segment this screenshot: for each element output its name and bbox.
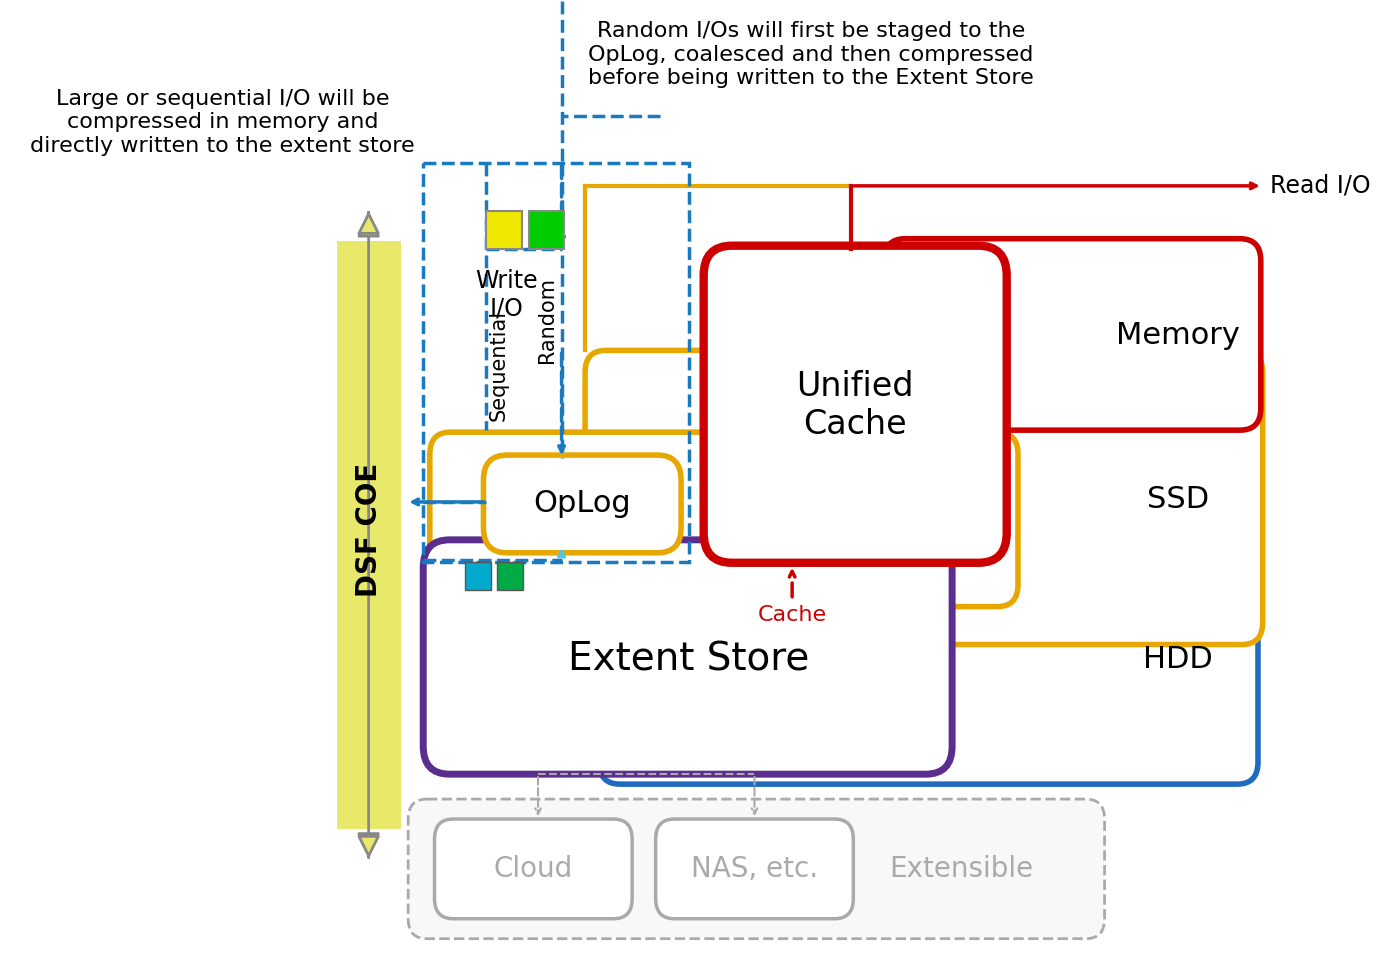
- FancyBboxPatch shape: [656, 819, 853, 919]
- Text: OpLog: OpLog: [533, 490, 631, 519]
- Text: HDD: HDD: [1143, 645, 1213, 674]
- FancyBboxPatch shape: [424, 540, 951, 774]
- Bar: [497, 561, 524, 590]
- Text: DSF COE: DSF COE: [354, 463, 382, 597]
- Text: Memory: Memory: [1115, 321, 1240, 349]
- Text: Cache: Cache: [757, 605, 826, 624]
- FancyBboxPatch shape: [585, 350, 1263, 645]
- FancyBboxPatch shape: [885, 239, 1261, 430]
- FancyBboxPatch shape: [599, 525, 1258, 784]
- FancyBboxPatch shape: [704, 246, 1007, 562]
- Text: Random I/Os will first be staged to the
OpLog, coalesced and then compressed
bef: Random I/Os will first be staged to the …: [588, 21, 1033, 88]
- FancyBboxPatch shape: [408, 800, 1104, 939]
- Bar: [486, 211, 522, 249]
- FancyBboxPatch shape: [435, 819, 632, 919]
- Bar: [529, 211, 564, 249]
- Text: Extent Store: Extent Store: [568, 641, 810, 679]
- Text: Sequential: Sequential: [489, 310, 508, 421]
- Text: Random: Random: [538, 278, 557, 363]
- Text: Unified
Cache: Unified Cache: [796, 370, 914, 440]
- FancyBboxPatch shape: [483, 455, 681, 553]
- Text: Extensible: Extensible: [889, 855, 1033, 883]
- Text: Large or sequential I/O will be
compressed in memory and
directly written to the: Large or sequential I/O will be compress…: [31, 89, 415, 156]
- Text: Read I/O: Read I/O: [1270, 174, 1371, 197]
- Text: Cloud: Cloud: [493, 855, 572, 883]
- FancyBboxPatch shape: [429, 432, 1018, 607]
- Text: Write
I/O: Write I/O: [475, 268, 539, 320]
- Text: NAS, etc.: NAS, etc.: [690, 855, 818, 883]
- Text: SSD: SSD: [1147, 486, 1208, 514]
- Bar: [465, 561, 490, 590]
